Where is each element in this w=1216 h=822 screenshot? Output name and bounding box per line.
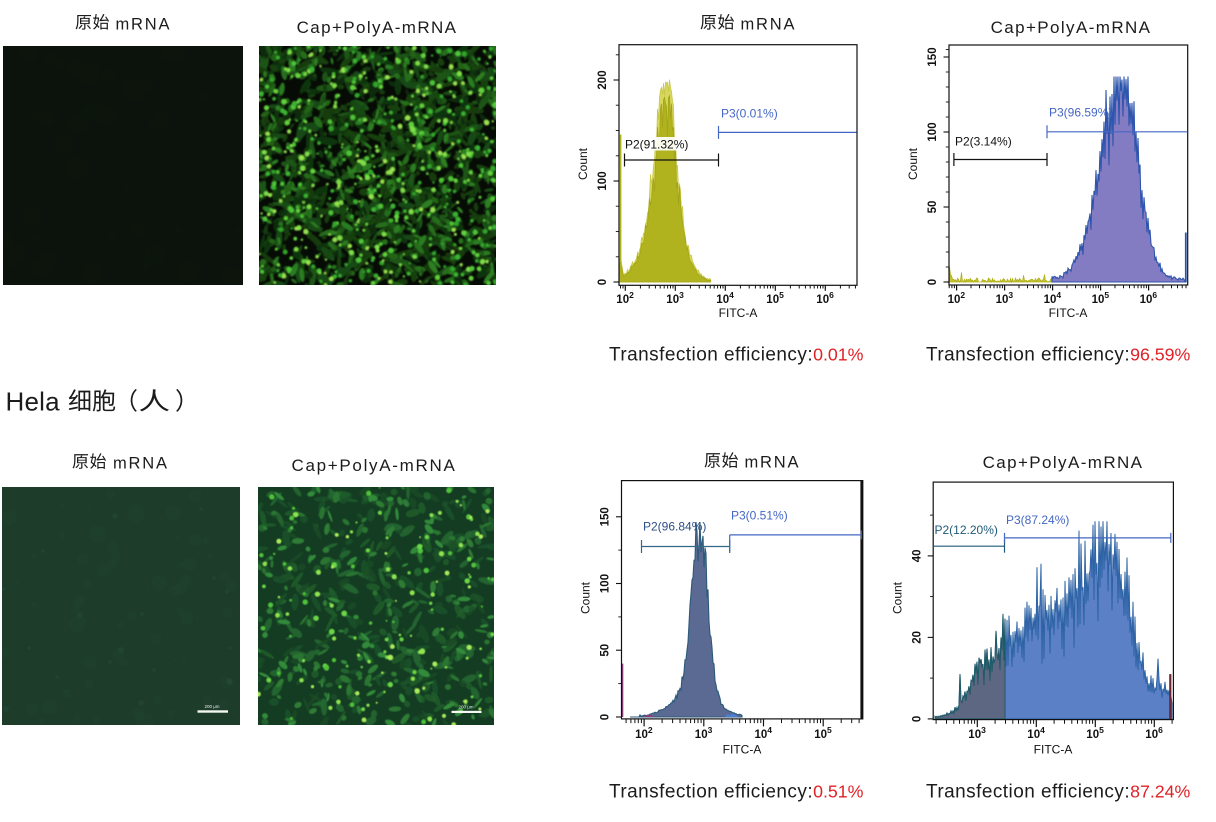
svg-text:100: 100 <box>927 122 939 141</box>
svg-text:P3(0.51%): P3(0.51%) <box>731 509 788 523</box>
svg-text:105: 105 <box>1092 290 1110 306</box>
svg-text:104: 104 <box>1027 725 1045 741</box>
svg-text:0: 0 <box>912 716 924 722</box>
svg-text:103: 103 <box>695 725 713 741</box>
svg-text:0: 0 <box>597 279 609 285</box>
svg-text:200 μm: 200 μm <box>458 704 473 709</box>
svg-text:Transfection efficiency:87.24%: Transfection efficiency:87.24% <box>926 782 1191 803</box>
svg-text:P3(96.59%): P3(96.59%) <box>1049 106 1112 120</box>
svg-text:40: 40 <box>912 550 924 563</box>
svg-text:103: 103 <box>968 725 986 741</box>
svg-text:Transfection efficiency:0.51%: Transfection efficiency:0.51% <box>609 782 864 803</box>
svg-text:105: 105 <box>766 290 784 306</box>
svg-text:102: 102 <box>616 290 634 306</box>
svg-text:FITC-A: FITC-A <box>1034 743 1073 757</box>
svg-text:104: 104 <box>1044 290 1062 306</box>
svg-text:102: 102 <box>635 725 653 741</box>
svg-text:P2(12.20%): P2(12.20%) <box>935 523 998 537</box>
svg-text:103: 103 <box>666 290 684 306</box>
svg-text:50: 50 <box>927 201 939 214</box>
svg-text:Count: Count <box>891 581 905 614</box>
svg-text:200: 200 <box>597 70 609 89</box>
svg-text:Cap+PolyA-mRNA: Cap+PolyA-mRNA <box>983 453 1144 472</box>
svg-text:Hela: Hela <box>6 387 61 417</box>
svg-text:FITC-A: FITC-A <box>719 306 758 320</box>
svg-text:150: 150 <box>600 507 612 526</box>
svg-text:20: 20 <box>912 631 924 644</box>
svg-text:mRNA: mRNA <box>116 15 172 33</box>
svg-text:105: 105 <box>1086 725 1104 741</box>
svg-text:Count: Count <box>906 147 920 180</box>
svg-text:105: 105 <box>814 725 832 741</box>
svg-text:0: 0 <box>600 714 612 720</box>
svg-text:Transfection efficiency:0.01%: Transfection efficiency:0.01% <box>609 345 864 366</box>
svg-text:106: 106 <box>1140 290 1158 306</box>
svg-text:50: 50 <box>600 644 612 657</box>
svg-text:104: 104 <box>755 725 773 741</box>
svg-text:mRNA: mRNA <box>745 454 801 472</box>
svg-text:Count: Count <box>576 147 590 180</box>
svg-text:Count: Count <box>579 581 593 614</box>
svg-text:103: 103 <box>996 290 1014 306</box>
svg-text:Cap+PolyA-mRNA: Cap+PolyA-mRNA <box>991 18 1152 37</box>
svg-text:FITC-A: FITC-A <box>723 743 762 757</box>
svg-text:100: 100 <box>600 574 612 593</box>
svg-text:P3(87.24%): P3(87.24%) <box>1006 513 1069 527</box>
svg-text:Cap+PolyA-mRNA: Cap+PolyA-mRNA <box>297 18 458 37</box>
svg-text:FITC-A: FITC-A <box>1049 306 1088 320</box>
svg-text:Transfection efficiency:96.59%: Transfection efficiency:96.59% <box>926 345 1191 366</box>
svg-text:102: 102 <box>948 290 966 306</box>
svg-text:106: 106 <box>1145 725 1163 741</box>
svg-text:104: 104 <box>716 290 734 306</box>
svg-text:mRNA: mRNA <box>741 15 797 33</box>
svg-text:P2(3.14%): P2(3.14%) <box>955 135 1012 149</box>
svg-text:106: 106 <box>816 290 834 306</box>
svg-text:150: 150 <box>927 47 939 66</box>
svg-text:mRNA: mRNA <box>113 455 169 473</box>
svg-text:P3(0.01%): P3(0.01%) <box>721 107 778 121</box>
svg-text:P2(96.84%): P2(96.84%) <box>643 520 706 534</box>
svg-text:200 μm: 200 μm <box>204 704 219 709</box>
svg-text:0: 0 <box>927 279 939 285</box>
svg-text:P2(91.32%): P2(91.32%) <box>625 138 688 152</box>
svg-text:100: 100 <box>597 171 609 190</box>
svg-text:Cap+PolyA-mRNA: Cap+PolyA-mRNA <box>291 456 456 475</box>
